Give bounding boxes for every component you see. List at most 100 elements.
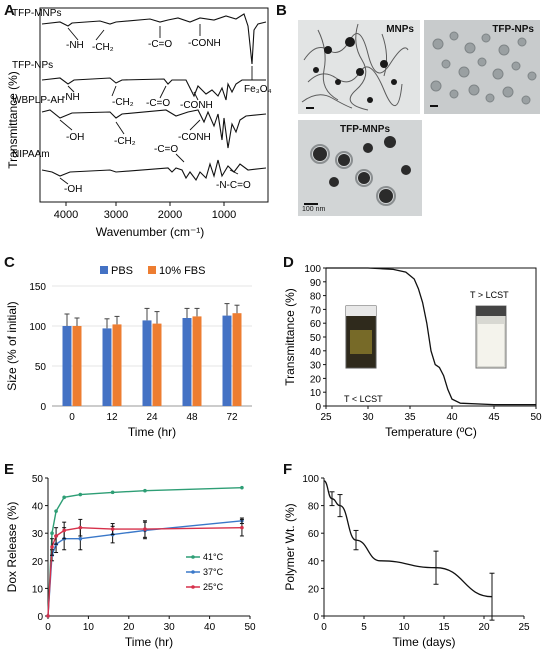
panel-label-e: E: [4, 461, 15, 478]
ftir-x-tick-3000: 3000: [104, 209, 128, 221]
bar-pbs: [182, 318, 192, 406]
y-axis-label: Transmittance (%): [283, 288, 297, 386]
x-tick-label: 35: [404, 412, 416, 423]
annot-nipaam-oh: -OH: [64, 184, 82, 195]
y-tick-label: 90: [310, 278, 322, 289]
legend-marker-1: [191, 570, 195, 574]
tem-image-mnps: MNPs: [298, 20, 420, 114]
tem-image-tfp-mnps: TFP-MNPs 100 nm: [298, 120, 422, 216]
y-axis-label: Size (% of initial): [5, 301, 19, 390]
legend-label-2: 25°C: [203, 582, 224, 592]
tem-scale-bar-label: 100 nm: [302, 206, 326, 213]
release-point-0: [240, 485, 244, 490]
x-tick-label: 30: [164, 622, 176, 633]
spectrum-label-tfp-mnps: TFP-MNPs: [12, 8, 61, 19]
vial-cap: [476, 306, 506, 316]
y-tick-label: 30: [310, 361, 322, 372]
release-point-0: [50, 531, 54, 535]
panel-label-c: C: [4, 254, 15, 271]
x-tick-label: 40: [446, 412, 458, 423]
vial-photo-below-lcst: [345, 305, 377, 369]
annot-nipaam-nco: -N-C=O: [216, 180, 251, 191]
tem-caption-mnps: MNPs: [386, 24, 414, 35]
legend-swatch-fbs: [148, 266, 156, 274]
spectrum-label-nipaam: NIPAAm: [12, 149, 50, 160]
y-tick-label: 0: [37, 612, 43, 623]
mnps-aggregate-texture: [301, 23, 409, 111]
release-point-2: [110, 527, 115, 531]
y-tick-label: 100: [304, 264, 321, 275]
x-tick-label: 48: [186, 412, 198, 423]
x-tick-label: 50: [244, 622, 256, 633]
polymer-weight-chart: 0 20 40 60 80 100 0 5 10 15 20 25 Time (days) Polymer…: [283, 474, 530, 649]
legend-label-fbs: 10% FBS: [159, 265, 205, 277]
y-tick-label: 10: [32, 584, 44, 595]
y-tick-label: 70: [310, 305, 322, 316]
ftir-spectra-panel: Transmittance (%) 4000 3000 2000 1000 Wa…: [6, 7, 272, 239]
x-axis-label: Time (days): [393, 635, 456, 649]
y-tick-label: 40: [32, 502, 44, 513]
transmittance-curve: [326, 267, 536, 406]
bar-fbs: [152, 323, 162, 406]
annot-nps-co: -C=O: [146, 98, 170, 109]
inset-label-below-lcst: T < LCST: [344, 394, 383, 404]
tem-image-tfp-nps: TFP-NPs: [424, 20, 540, 114]
spectrum-tfp-mnps: [41, 13, 267, 65]
tem-caption-tfp-mnps: TFP-MNPs: [340, 124, 390, 135]
x-tick-label: 20: [123, 622, 135, 633]
x-tick-label: 5: [361, 622, 367, 633]
ftir-x-tick-2000: 2000: [158, 209, 182, 221]
bar-fbs: [192, 316, 202, 406]
panel-label-d: D: [283, 254, 294, 271]
y-tick-label: 100: [302, 474, 319, 485]
y-tick-label: 50: [310, 333, 322, 344]
ftir-x-axis-label: Wavenumber (cm⁻¹): [96, 225, 205, 239]
y-tick-label: 150: [29, 282, 46, 293]
annot-nipaam-co: -C=O: [154, 144, 178, 155]
bar-fbs: [72, 326, 82, 406]
x-tick-label: 40: [204, 622, 216, 633]
legend-marker-2: [191, 585, 195, 589]
x-tick-label: 15: [438, 622, 450, 633]
legend-box: [180, 550, 232, 598]
y-tick-label: 80: [310, 292, 322, 303]
annot-mnps-nh: -NH: [66, 40, 84, 51]
y-axis-label: Dox Release (%): [5, 502, 19, 593]
annot-wbplp-oh: -OH: [66, 132, 84, 143]
y-tick-label: 20: [308, 584, 320, 595]
annot-nps-ch2: -CH₂: [112, 97, 134, 108]
bar-pbs: [102, 328, 112, 406]
y-tick-label: 50: [32, 474, 44, 485]
release-point-0: [110, 490, 115, 495]
y-tick-label: 40: [310, 347, 322, 358]
x-tick-label: 24: [146, 412, 158, 423]
x-tick-label: 30: [362, 412, 374, 423]
legend-label-pbs: PBS: [111, 265, 133, 277]
ftir-x-tick-4000: 4000: [54, 209, 78, 221]
y-tick-label: 50: [35, 362, 47, 373]
y-tick-label: 40: [308, 557, 320, 568]
release-point-1: [78, 536, 83, 541]
release-point-2: [240, 525, 244, 530]
spectrum-tfp-nps: [41, 77, 266, 101]
tfp-nps-particle-texture: [430, 31, 537, 107]
panel-label-b: B: [276, 2, 287, 19]
panel-label-a: A: [4, 2, 15, 19]
tfp-mnps-particle-texture: [304, 136, 411, 206]
legend-swatch-pbs: [100, 266, 108, 274]
y-axis-label: Polymer Wt. (%): [283, 503, 297, 590]
release-point-2: [143, 527, 147, 531]
legend-label-0: 41°C: [203, 552, 224, 562]
y-tick-label: 0: [40, 402, 46, 413]
x-tick-label: 45: [488, 412, 500, 423]
x-tick-label: 12: [106, 412, 118, 423]
bar-pbs: [142, 320, 152, 406]
x-tick-label: 20: [478, 622, 490, 633]
bar-pbs: [222, 315, 232, 406]
y-tick-label: 30: [32, 529, 44, 540]
inset-label-above-lcst: T > LCST: [470, 290, 509, 300]
y-tick-label: 60: [310, 319, 322, 330]
y-tick-label: 100: [29, 322, 46, 333]
spectrum-wbplp-ah: [41, 109, 267, 149]
release-line-1: [47, 520, 242, 617]
